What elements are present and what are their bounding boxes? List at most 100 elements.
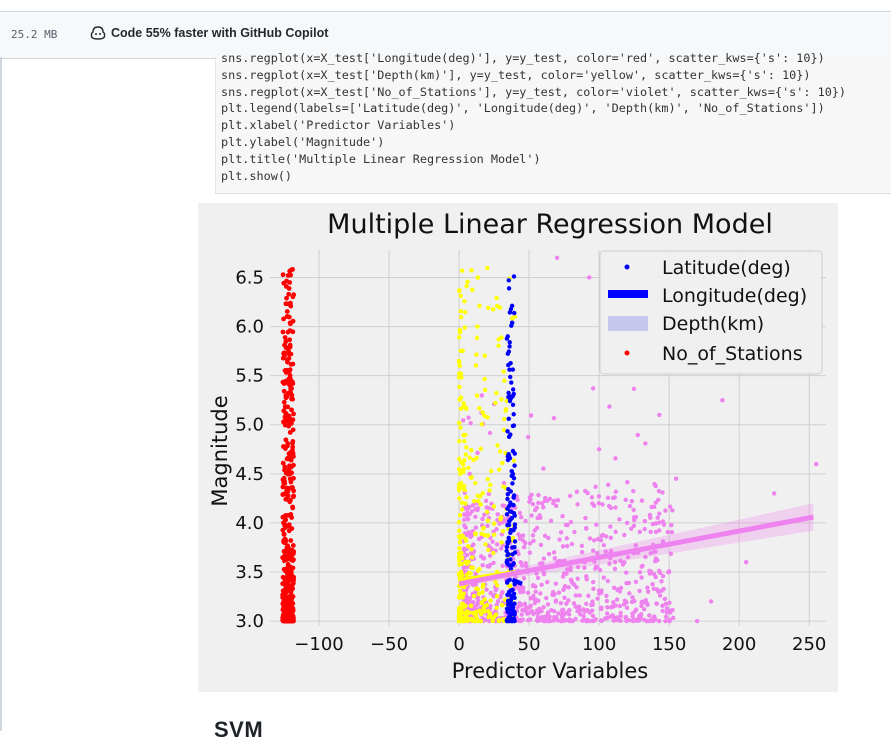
data-point-red xyxy=(283,345,289,350)
data-point-yellow xyxy=(458,293,463,299)
data-point-yellow xyxy=(488,482,493,488)
data-point-violet xyxy=(516,585,522,590)
data-point-yellow xyxy=(511,458,517,463)
data-point-violet xyxy=(534,505,540,510)
data-point-red xyxy=(290,543,296,548)
data-point-violet xyxy=(476,536,482,542)
code-cell[interactable] xyxy=(215,57,891,194)
data-point-yellow xyxy=(496,337,501,342)
data-point-yellow xyxy=(498,517,503,522)
data-point-blue xyxy=(512,550,518,555)
data-point-yellow xyxy=(488,468,494,474)
data-point-yellow xyxy=(491,532,497,538)
data-point-yellow xyxy=(508,583,513,589)
data-point-violet xyxy=(495,512,500,517)
data-point-violet xyxy=(640,600,645,605)
data-point-violet xyxy=(645,602,650,607)
data-point-violet xyxy=(520,617,525,622)
data-point-violet xyxy=(574,489,580,495)
data-point-violet xyxy=(589,495,595,500)
data-point-violet xyxy=(551,592,556,598)
data-point-violet xyxy=(566,598,571,603)
data-point-violet xyxy=(593,484,598,490)
data-point-violet xyxy=(668,610,673,615)
data-point-yellow xyxy=(461,466,467,472)
data-point-violet xyxy=(582,609,587,614)
copilot-promo-link[interactable]: Code 55% faster with GitHub Copilot xyxy=(90,26,328,40)
data-point-violet xyxy=(564,543,570,549)
data-point-violet xyxy=(663,618,668,624)
data-point-violet xyxy=(608,524,613,529)
data-point-violet xyxy=(575,609,580,614)
data-point-violet xyxy=(665,529,670,535)
data-point-violet xyxy=(637,570,643,575)
data-point-red xyxy=(282,335,288,340)
data-point-violet xyxy=(579,549,585,555)
data-point-red xyxy=(287,499,293,505)
data-point-violet xyxy=(571,601,577,606)
data-point-yellow xyxy=(469,616,475,622)
data-point-violet xyxy=(639,575,644,580)
data-point-violet xyxy=(587,275,592,280)
data-point-violet xyxy=(630,595,635,600)
data-point-violet xyxy=(635,432,640,438)
data-point-violet xyxy=(535,614,541,620)
data-point-violet xyxy=(534,610,539,616)
data-point-red xyxy=(282,480,288,486)
data-point-red xyxy=(286,291,292,297)
data-point-yellow xyxy=(481,526,486,531)
y-tick-label: 3.0 xyxy=(235,611,264,632)
data-point-yellow xyxy=(495,443,500,448)
data-point-violet xyxy=(653,549,658,554)
data-point-yellow xyxy=(478,446,484,452)
data-point-blue xyxy=(505,429,510,434)
code-line: plt.legend(labels=['Latitude(deg)', 'Lon… xyxy=(221,101,825,116)
data-point-yellow xyxy=(461,591,466,596)
data-point-yellow xyxy=(461,400,466,406)
data-point-yellow xyxy=(459,375,464,380)
data-point-yellow xyxy=(459,507,465,512)
data-point-yellow xyxy=(469,475,474,480)
data-point-red xyxy=(281,539,287,545)
data-point-violet xyxy=(572,529,577,535)
data-point-violet xyxy=(598,538,604,543)
regression-lines xyxy=(282,514,814,587)
data-point-violet xyxy=(547,496,553,502)
data-point-yellow xyxy=(494,593,500,599)
data-point-violet xyxy=(663,614,669,620)
data-point-violet xyxy=(664,606,670,611)
y-tick-label: 6.0 xyxy=(235,317,264,338)
data-point-yellow xyxy=(474,455,479,461)
data-point-yellow xyxy=(460,533,465,538)
data-point-red xyxy=(286,551,292,557)
scatter-points xyxy=(280,255,819,624)
data-point-yellow xyxy=(477,405,482,411)
data-point-yellow xyxy=(457,396,463,401)
data-point-violet xyxy=(536,500,541,506)
data-point-yellow xyxy=(457,438,462,444)
data-point-violet xyxy=(743,559,749,565)
data-point-red xyxy=(285,443,290,449)
data-point-violet xyxy=(657,593,663,598)
legend-label: No_of_Stations xyxy=(662,343,803,365)
data-point-yellow xyxy=(488,598,493,603)
data-point-violet xyxy=(657,570,663,576)
data-point-red xyxy=(285,595,291,601)
data-point-yellow xyxy=(497,618,502,623)
data-point-violet xyxy=(545,610,551,615)
data-point-red xyxy=(286,600,292,606)
data-point-violet xyxy=(654,601,660,606)
data-point-violet xyxy=(464,552,470,558)
data-point-violet xyxy=(629,599,635,605)
data-point-red xyxy=(285,381,291,386)
data-point-violet xyxy=(667,618,672,624)
data-point-violet xyxy=(617,617,622,623)
data-point-blue xyxy=(508,606,514,611)
data-point-violet xyxy=(613,529,618,535)
data-point-blue xyxy=(508,517,513,522)
data-point-violet xyxy=(515,497,520,503)
x-tick-label: −100 xyxy=(294,634,343,655)
data-point-violet xyxy=(517,510,523,516)
data-point-violet xyxy=(558,618,564,624)
data-point-yellow xyxy=(469,555,475,560)
